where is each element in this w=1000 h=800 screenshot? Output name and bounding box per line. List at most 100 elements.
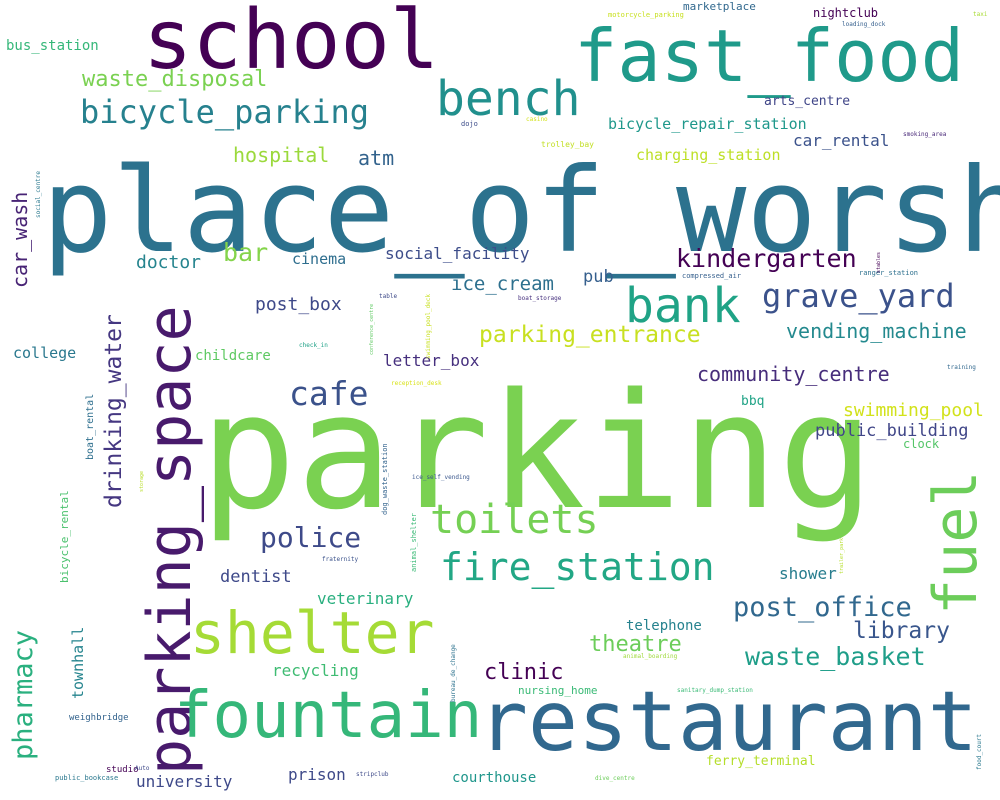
word-table: table [379,293,398,300]
word-stables: stables [876,251,882,273]
word-weighbridge: weighbridge [69,713,129,723]
word-clock: clock [903,437,940,451]
word-townhall: townhall [69,626,87,699]
word-social-centre: social_centre [35,171,42,218]
word-courthouse: courthouse [452,770,537,786]
word-hospital: hospital [233,143,330,167]
word-pharmacy: pharmacy [8,629,39,760]
word-animal-shelter: animal_shelter [410,512,418,572]
word-conference-centre: conference_centre [369,303,375,355]
word-bicycle-parking: bicycle_parking [80,93,369,131]
word-clinic: clinic [484,660,564,685]
word-food-court: food_court [976,733,983,770]
word-theatre: theatre [589,632,682,657]
word-letter-box: letter_box [383,351,480,370]
word-parking-entrance: parking_entrance [479,322,701,348]
word-trolley-bay: trolley_bay [541,140,594,149]
word-fraternity: fraternity [322,556,359,563]
word-college: college [13,344,77,362]
word-loading-dock: loading_dock [842,21,886,28]
word-sanitary-dump-station: sanitary_dump_station [677,687,753,694]
word-restaurant: restaurant [478,673,978,770]
word-charging-station: charging_station [636,146,781,164]
word-waste-basket: waste_basket [745,642,926,671]
word-ranger-station: ranger_station [859,269,919,277]
word-dojo: dojo [461,120,478,128]
word-shower: shower [779,564,837,583]
word-post-office: post_office [733,592,912,623]
word-trailer-park: trailer_park [839,537,845,574]
word-bench: bench [436,71,581,127]
word-dog-waste-station: dog_waste_station [381,443,389,515]
word-arts-centre: arts_centre [764,94,851,109]
word-boat-storage: boat_storage [518,295,562,302]
word-shelter: shelter [190,599,435,667]
word-animal-boarding: animal_boarding [623,653,678,660]
word-ice-self-vending: ice_self_vending [412,474,470,481]
word-bicycle-rental: bicycle_rental [58,490,71,583]
word-telephone: telephone [626,618,702,634]
word-ferry-terminal: ferry_terminal [706,754,816,769]
word-car-wash: car_wash [8,191,32,288]
word-auto: Auto [135,765,150,772]
word-police: police [260,521,362,554]
word-bureau-de-change: bureau_de_change [450,644,457,702]
word-boat-rental: boat_rental [85,393,96,460]
word-public-building: public_building [815,421,969,441]
word-taxi: taxi [973,11,988,18]
word-school: school [143,0,440,88]
word-post-box: post_box [255,294,342,315]
word-vending-machine: vending_machine [786,319,967,343]
word-grave-yard: grave_yard [762,277,955,315]
word-marketplace: marketplace [683,0,756,13]
word-university: university [136,772,233,791]
word-bar: bar [223,238,269,267]
word-prison: prison [288,765,346,784]
word-toilets: toilets [430,497,599,543]
word-training: training [947,364,976,371]
word-casino: casino [526,116,548,123]
word-kindergarten: kindergarten [676,244,857,273]
word-childcare: childcare [195,348,271,364]
word-bank: bank [625,278,741,334]
word-check-in: check_in [299,342,328,349]
word-ice-cream: ice_cream [451,273,554,295]
word-reception-desk: reception_desk [391,380,442,387]
word-bbq: bbq [741,394,765,409]
word-pub: pub [583,267,614,287]
word-place-of-worship: place_of_worship [42,142,1000,279]
word-stripclub: stripclub [356,771,389,778]
word-compressed-air: compressed_air [682,272,742,280]
word-doctor: doctor [136,252,202,273]
word-nightclub: nightclub [813,6,879,20]
word-cafe: cafe [289,374,369,413]
word-smoking-area: smoking_area [903,131,947,138]
word-swimming-pool-deck: swimming_pool_deck [425,293,432,359]
word-fire-station: fire_station [440,545,715,589]
word-bicycle-repair-station: bicycle_repair_station [608,115,807,133]
word-parking: parking [200,358,875,545]
word-drinking-water: drinking_water [101,314,127,508]
word-nursing-home: nursing_home [518,684,598,697]
word-studio: studio [106,765,139,775]
word-fast-food: fast_food [574,14,965,98]
word-storage: storage [139,470,145,492]
word-library: library [853,618,950,644]
word-veterinary: veterinary [317,589,414,608]
word-recycling: recycling [272,661,359,680]
word-waste-disposal: waste_disposal [82,67,268,92]
word-car-rental: car_rental [793,131,890,150]
word-fountain: fountain [174,679,483,753]
word-dentist: dentist [220,567,292,587]
word-swimming-pool: swimming_pool [843,400,984,421]
word-bus-station: bus_station [6,38,99,54]
word-fuel: fuel [921,470,991,616]
word-motorcycle-parking: motorcycle_parking [608,11,684,19]
word-cinema: cinema [292,250,347,268]
word-social-facility: social_facility [385,244,530,263]
word-community-centre: community_centre [697,362,890,386]
word-dive-centre: dive_centre [595,775,635,782]
word-public-bookcase: public_bookcase [55,774,119,782]
word-atm: atm [358,146,395,170]
